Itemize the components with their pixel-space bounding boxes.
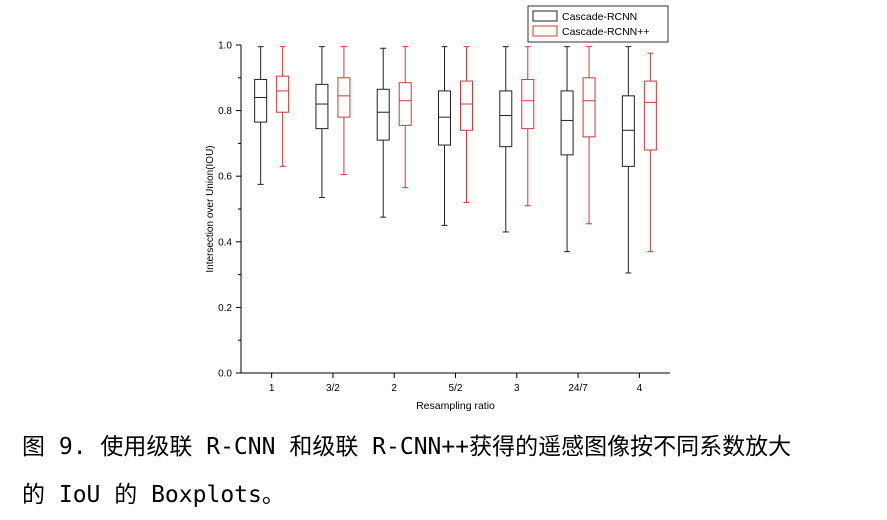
x-tick-label: 5/2 xyxy=(449,383,463,394)
x-tick-label: 4 xyxy=(637,383,643,394)
x-axis-label: Resampling ratio xyxy=(416,400,495,412)
figure-caption-line-1: 图 9. 使用级联 R-CNN 和级联 R-CNN++获得的遥感图像按不同系数放… xyxy=(22,434,792,460)
box-cascade-rcnn-pp-5 xyxy=(521,46,535,207)
x-tick-label: 3 xyxy=(514,383,520,394)
iqr-box xyxy=(460,80,473,131)
axes: 0.0 0.2 0.4 0.6 0.8 1.0 1 3/2 2 5/2 3 24/7 4 Resampli… xyxy=(205,41,670,412)
box-cascade-rcnn-4 xyxy=(438,46,451,226)
box-cascade-rcnn-pp-7 xyxy=(643,52,657,253)
x-tick-label: 2 xyxy=(391,383,397,394)
y-tick-label: 0.8 xyxy=(218,106,232,117)
legend-entry: Cascade-RCNN xyxy=(562,11,637,23)
iqr-box xyxy=(398,82,412,126)
box-cascade-rcnn-6 xyxy=(560,46,574,253)
iqr-box xyxy=(337,77,351,118)
box-cascade-rcnn-1 xyxy=(254,46,268,185)
y-tick-label: 0.4 xyxy=(218,237,232,248)
figure-caption-line-2: 的 IoU 的 Boxplots。 xyxy=(22,482,285,508)
iqr-box xyxy=(560,90,574,156)
boxes xyxy=(254,46,657,274)
box-cascade-rcnn-pp-3 xyxy=(398,46,412,189)
iqr-box xyxy=(621,95,635,167)
y-tick-label: 0.0 xyxy=(218,369,232,380)
box-cascade-rcnn-7 xyxy=(621,46,635,274)
iqr-box xyxy=(582,77,596,138)
x-tick-label: 3/2 xyxy=(326,383,340,394)
iqr-box xyxy=(276,75,290,113)
legend-swatch xyxy=(532,10,558,22)
box-cascade-rcnn-5 xyxy=(499,46,513,233)
iqr-box xyxy=(438,90,451,146)
box-cascade-rcnn-2 xyxy=(315,46,329,199)
y-tick-label: 0.6 xyxy=(218,172,232,183)
iqr-box xyxy=(315,83,329,130)
x-tick-label: 1 xyxy=(269,383,275,394)
iqr-box xyxy=(643,80,657,151)
iqr-box xyxy=(521,78,535,130)
box-cascade-rcnn-pp-2 xyxy=(337,46,351,176)
iqr-box xyxy=(499,90,513,148)
legend: Cascade-RCNN Cascade-RCNN++ xyxy=(527,5,669,43)
box-cascade-rcnn-pp-1 xyxy=(276,46,290,167)
y-tick-label: 0.2 xyxy=(218,303,232,314)
legend-entry: Cascade-RCNN++ xyxy=(562,26,650,38)
box-cascade-rcnn-3 xyxy=(376,47,390,218)
y-axis-label: Intersection over Union(IOU) xyxy=(205,145,216,272)
iqr-box xyxy=(254,78,268,123)
boxplot-chart: 0.0 0.2 0.4 0.6 0.8 1.0 1 3/2 2 5/2 3 24/7 4 Resampli… xyxy=(205,5,670,412)
x-tick-label: 24/7 xyxy=(568,383,588,394)
legend-swatch xyxy=(532,25,558,37)
y-tick-label: 1.0 xyxy=(218,41,232,52)
iqr-box xyxy=(376,88,390,141)
box-cascade-rcnn-pp-6 xyxy=(582,46,596,225)
box-cascade-rcnn-pp-4 xyxy=(460,46,473,203)
